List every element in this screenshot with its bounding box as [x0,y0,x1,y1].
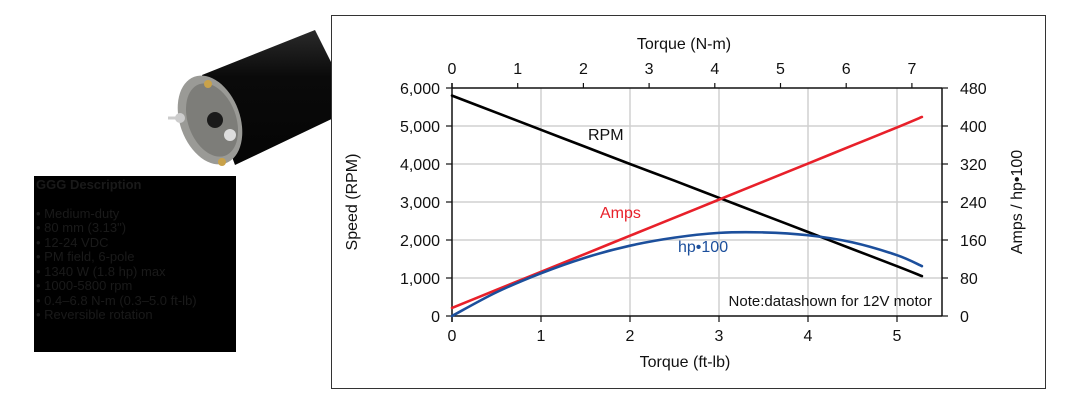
x-tick-label: 3 [715,328,724,345]
y2-tick-label: 160 [960,233,987,250]
y2-tick-label: 400 [960,119,987,136]
top-axis-title: Torque (N-m) [637,36,731,53]
x-tick-label: 5 [893,328,902,345]
bottom-axis-title: Torque (ft-lb) [640,354,731,371]
x2-tick-label: 4 [710,61,719,78]
y2-tick-label: 480 [960,81,987,98]
y-tick-label: 2,000 [400,233,440,250]
x2-tick-label: 1 [513,61,522,78]
feature-item: PM field, 6-pole [36,249,236,265]
rpm-label: RPM [588,127,624,144]
right-axis-title: Amps / hp•100 [1009,150,1026,254]
y2-tick-label: 320 [960,157,987,174]
y2-tick-label: 240 [960,195,987,212]
x-tick-label: 2 [626,328,635,345]
y-tick-label: 4,000 [400,157,440,174]
rpm-curve [450,94,924,278]
x-tick-label: 0 [448,328,457,345]
amps-curve [450,115,924,310]
grid-lines [452,88,942,316]
y-tick-label: 1,000 [400,271,440,288]
feature-item: 0.4–6.8 N-m (0.3–5.0 ft-lb) [36,293,236,309]
curves [450,94,924,318]
x2-tick-label: 5 [776,61,785,78]
feature-item: Medium-duty [36,206,236,222]
y-tick-label: 3,000 [400,195,440,212]
y2-tick-label: 0 [960,309,969,326]
x-tick-label: 1 [537,328,546,345]
axes [446,83,948,322]
motor-photo [140,20,340,175]
hp-label: hp•100 [678,239,728,256]
x2-tick-label: 3 [645,61,654,78]
note-text: Note:datashown for 12V motor [729,293,932,310]
x2-tick-label: 7 [907,61,916,78]
x2-tick-label: 6 [842,61,851,78]
description-title: GGG Description [36,177,142,192]
y-tick-label: 5,000 [400,119,440,136]
feature-item: Reversible rotation [36,307,236,323]
x2-tick-label: 0 [448,61,457,78]
left-axis-title: Speed (RPM) [344,154,361,251]
x2-tick-label: 2 [579,61,588,78]
feature-item: 80 mm (3.13") [36,220,236,236]
x-tick-label: 4 [804,328,813,345]
y-tick-label: 0 [431,309,440,326]
amps-label: Amps [600,205,641,222]
feature-item: 12-24 VDC [36,235,236,251]
hp-curve [450,230,924,318]
feature-item: 1000-5800 rpm [36,278,236,294]
feature-item: 1340 W (1.8 hp) max [36,264,236,280]
y-tick-label: 6,000 [400,81,440,98]
feature-list: Medium-duty 80 mm (3.13") 12-24 VDC PM f… [36,206,236,323]
description-panel: GGG Description Medium-duty 80 mm (3.13"… [34,176,236,352]
y2-tick-label: 80 [960,271,978,288]
